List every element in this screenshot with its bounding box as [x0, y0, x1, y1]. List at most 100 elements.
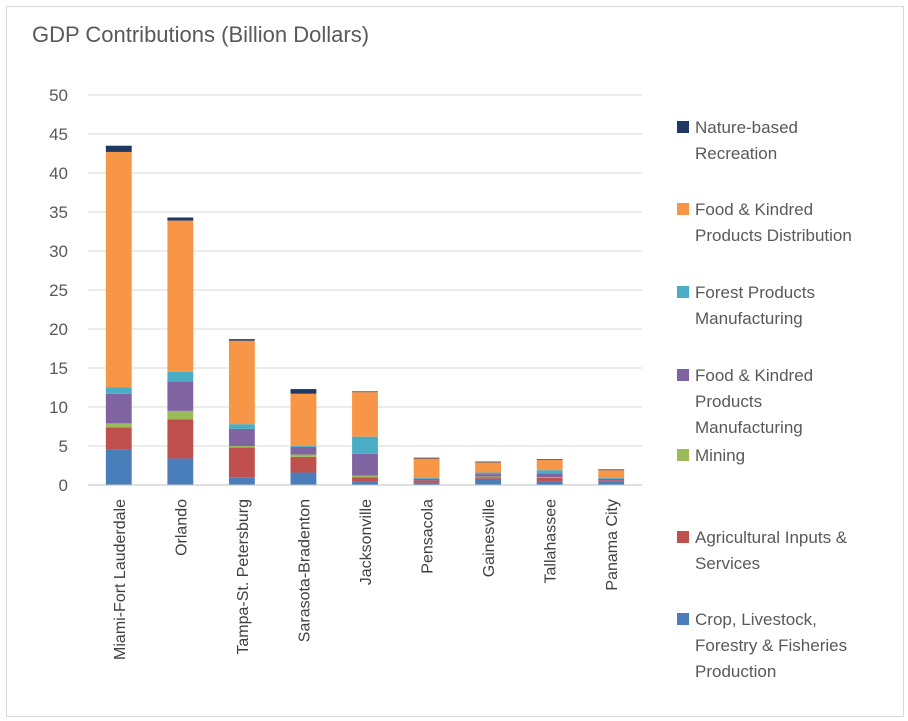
legend-label-line: Manufacturing	[695, 418, 803, 437]
bar-segment-panama-city-crop-livestock-forestry-fisheries-production	[598, 481, 625, 485]
category-label-sarasota-bradenton: Sarasota-Bradenton	[296, 499, 313, 642]
bar-segment-pensacola-crop-livestock-forestry-fisheries-production	[413, 482, 440, 485]
bar-segment-orlando-agricultural-inputs-services	[167, 419, 194, 459]
bar-segment-tallahassee-forest-products-manufacturing	[536, 470, 563, 474]
legend-label-line: Services	[695, 554, 760, 573]
bar-segment-sarasota-bradenton-agricultural-inputs-services	[290, 456, 317, 473]
legend-label-line: Production	[695, 662, 776, 681]
bar-segment-sarasota-bradenton-food-kindred-products-manufacturing	[290, 446, 317, 455]
legend-item-food-kindred-products-distribution: Food & Kindred Products Distribution	[677, 200, 852, 245]
bar-segment-tallahassee-crop-livestock-forestry-fisheries-production	[536, 481, 563, 485]
legend-label-line: Products Distribution	[695, 226, 852, 245]
bar-segment-tampa-st-petersburg-forest-products-manufacturing	[228, 424, 255, 429]
y-tick-label: 20	[49, 320, 68, 339]
category-label-jacksonville: Jacksonville	[358, 499, 375, 585]
legend-label-line: Products	[695, 392, 762, 411]
bar-segment-pensacola-nature-based-recreation	[413, 457, 440, 459]
bar-segment-panama-city-food-kindred-products-distribution	[598, 470, 625, 478]
bar-segment-pensacola-food-kindred-products-manufacturing	[413, 478, 440, 481]
category-label-miami-fort-lauderdale: Miami-Fort Lauderdale	[112, 499, 129, 660]
category-label-panama-city: Panama City	[604, 499, 621, 591]
bar-segment-orlando-forest-products-manufacturing	[167, 371, 194, 382]
legend-swatch	[677, 531, 689, 543]
category-label-tallahassee: Tallahassee	[543, 499, 560, 584]
legend-swatch	[677, 286, 689, 298]
legend-swatch	[677, 203, 689, 215]
bar-segment-orlando-mining	[167, 410, 194, 420]
bar-segment-tampa-st-petersburg-mining	[228, 446, 255, 448]
legend-swatch	[677, 613, 689, 625]
legend: Nature-based Recreation Food & Kindred Prod…	[677, 118, 852, 681]
legend-item-crop-livestock-forestry-fisheries-production: Crop, Livestock, Forestry & Fisheries Prod…	[677, 610, 847, 681]
bar-segment-pensacola-agricultural-inputs-services	[413, 480, 440, 483]
bar-segment-panama-city-nature-based-recreation	[598, 469, 625, 471]
bar-segment-tampa-st-petersburg-food-kindred-products-distribution	[228, 340, 255, 425]
y-tick-label: 50	[49, 86, 68, 105]
bar-segment-pensacola-food-kindred-products-distribution	[413, 458, 440, 478]
bar-segment-jacksonville-mining	[352, 475, 378, 478]
bar-segment-jacksonville-nature-based-recreation	[352, 391, 378, 393]
y-tick-label: 25	[49, 281, 68, 300]
category-labels: Miami-Fort Lauderdale Orlando Tampa-St. Pe…	[112, 499, 621, 660]
y-tick-label: 45	[49, 125, 68, 144]
y-tick-label: 30	[49, 242, 68, 261]
bar-segment-tallahassee-nature-based-recreation	[536, 459, 563, 461]
legend-swatch	[677, 449, 689, 461]
y-tick-label: 0	[59, 476, 68, 495]
y-tick-label: 10	[49, 398, 68, 417]
category-label-pensacola: Pensacola	[420, 499, 437, 574]
legend-item-food-kindred-products-manufacturing: Food & Kindred Products Manufacturing	[677, 366, 813, 437]
bar-segment-gainesville-food-kindred-products-manufacturing	[475, 474, 502, 477]
legend-item-agricultural-inputs-services: Agricultural Inputs & Services	[677, 528, 848, 573]
bar-segment-jacksonville-food-kindred-products-manufacturing	[352, 453, 378, 476]
y-tick-label: 5	[59, 437, 68, 456]
bar-segment-miami-fort-lauderdale-forest-products-manufacturing	[105, 387, 132, 394]
bar-segment-sarasota-bradenton-forest-products-manufacturing	[290, 446, 317, 447]
category-label-gainesville: Gainesville	[481, 499, 498, 577]
bar-segment-jacksonville-crop-livestock-forestry-fisheries-production	[352, 481, 378, 485]
bar-segment-panama-city-food-kindred-products-manufacturing	[598, 478, 625, 481]
legend-item-forest-products-manufacturing: Forest Products Manufacturing	[677, 283, 815, 328]
chart-frame	[6, 6, 904, 717]
bar-segment-tallahassee-mining	[536, 477, 563, 478]
legend-label-line: Nature-based	[695, 118, 798, 137]
bar-segment-orlando-food-kindred-products-manufacturing	[167, 381, 194, 411]
bar-segment-tampa-st-petersburg-agricultural-inputs-services	[228, 447, 255, 478]
y-tick-label: 40	[49, 164, 68, 183]
bar-segment-orlando-nature-based-recreation	[167, 217, 194, 221]
bar-segment-miami-fort-lauderdale-food-kindred-products-manufacturing	[105, 393, 132, 424]
bar-segment-gainesville-food-kindred-products-distribution	[475, 462, 502, 473]
bar-segment-miami-fort-lauderdale-food-kindred-products-distribution	[105, 151, 132, 388]
bar-segment-tampa-st-petersburg-nature-based-recreation	[228, 339, 255, 341]
category-label-orlando: Orlando	[173, 499, 190, 556]
bar-segment-jacksonville-food-kindred-products-distribution	[352, 392, 378, 437]
bar-segment-tallahassee-food-kindred-products-manufacturing	[536, 473, 563, 478]
y-tick-label: 15	[49, 359, 68, 378]
legend-label-line: Recreation	[695, 144, 777, 163]
legend-label-line: Forest Products	[695, 283, 815, 302]
bar-segment-sarasota-bradenton-nature-based-recreation	[290, 389, 317, 394]
legend-item-mining: Mining	[677, 446, 745, 465]
bar-segment-gainesville-forest-products-manufacturing	[475, 472, 502, 475]
bar-segment-orlando-food-kindred-products-distribution	[167, 220, 194, 372]
legend-label-line: Food & Kindred	[695, 366, 813, 385]
bar-segment-gainesville-crop-livestock-forestry-fisheries-production	[475, 478, 502, 485]
bar-segment-tallahassee-agricultural-inputs-services	[536, 477, 563, 482]
legend-label-line: Mining	[695, 446, 745, 465]
bar-segment-jacksonville-agricultural-inputs-services	[352, 477, 378, 482]
bar-segment-miami-fort-lauderdale-mining	[105, 423, 132, 428]
bar-segment-gainesville-mining	[475, 476, 502, 478]
bar-segment-gainesville-agricultural-inputs-services	[475, 477, 502, 479]
chart-title: GDP Contributions (Billion Dollars)	[32, 22, 370, 47]
bar-segment-sarasota-bradenton-mining	[290, 454, 317, 457]
legend-swatch	[677, 121, 689, 133]
legend-label-line: Food & Kindred	[695, 200, 813, 219]
legend-label-line: Forestry & Fisheries	[695, 636, 847, 655]
legend-label-line: Crop, Livestock,	[695, 610, 817, 629]
bar-segment-sarasota-bradenton-crop-livestock-forestry-fisheries-production	[290, 472, 317, 485]
bar-segment-tampa-st-petersburg-food-kindred-products-manufacturing	[228, 428, 255, 446]
y-axis-ticks: 0 5 10 15 20 25 30 35 40 45 50	[49, 86, 68, 495]
bar-segment-panama-city-agricultural-inputs-services	[598, 480, 625, 482]
bar-segment-orlando-crop-livestock-forestry-fisheries-production	[167, 458, 194, 485]
